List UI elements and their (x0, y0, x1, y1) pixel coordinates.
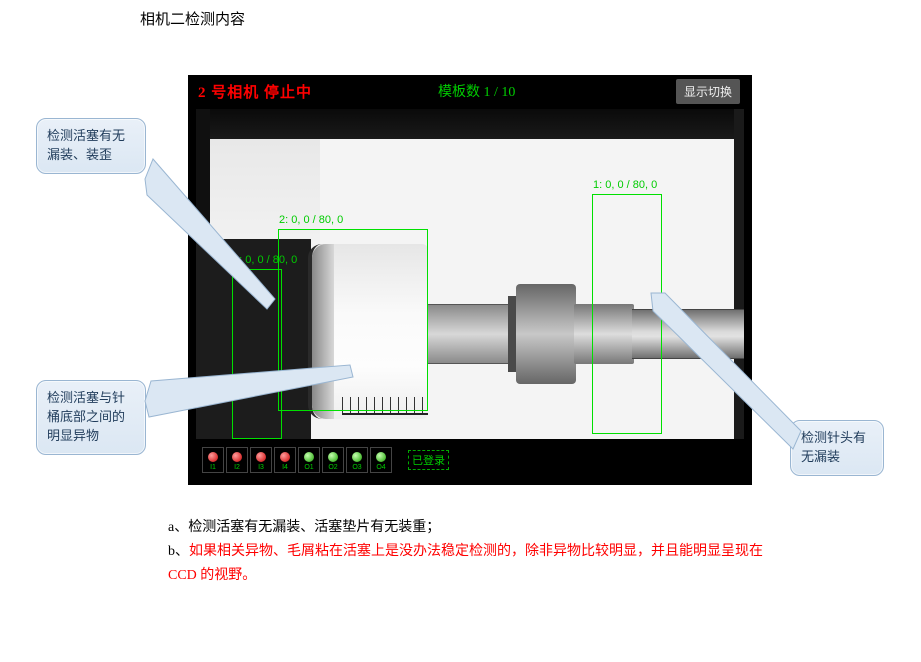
indicator-label: O3 (352, 464, 361, 471)
green-light-icon (328, 452, 338, 462)
red-light-icon (256, 452, 266, 462)
red-light-icon (280, 452, 290, 462)
indicator-I4[interactable]: I4 (274, 447, 296, 473)
green-light-icon (304, 452, 314, 462)
indicator-O4[interactable]: O4 (370, 447, 392, 473)
indicator-row: I1 I2 I3 I4 O1 O2 O3 O4 已登录 (202, 447, 449, 473)
template-count-text: 模板数 1 / 10 (438, 81, 515, 101)
indicator-I1[interactable]: I1 (202, 447, 224, 473)
indicator-I2[interactable]: I2 (226, 447, 248, 473)
callout-text: 检测活塞与针桶底部之间的明显异物 (47, 390, 125, 443)
indicator-O3[interactable]: O3 (346, 447, 368, 473)
indicator-I3[interactable]: I3 (250, 447, 272, 473)
callout-needle-missing: 检测针头有无漏装 (790, 420, 884, 476)
indicator-label: I4 (282, 464, 288, 471)
desc-line-b: b、如果相关异物、毛屑粘在活塞上是没办法稳定检测的，除非异物比较明显，并且能明显… (168, 540, 768, 588)
indicator-label: I1 (210, 464, 216, 471)
page-title: 相机二检测内容 (140, 8, 245, 29)
tube-graphic (428, 304, 518, 364)
camera-status-text: 2 号相机 停止中 (198, 85, 312, 101)
login-status-text: 已登录 (408, 450, 449, 470)
indicator-label: O4 (376, 464, 385, 471)
indicator-label: I2 (234, 464, 240, 471)
callout-foreign-object: 检测活塞与针桶底部之间的明显异物 (36, 380, 146, 455)
indicator-label: I3 (258, 464, 264, 471)
indicator-O2[interactable]: O2 (322, 447, 344, 473)
hub-graphic (516, 284, 576, 384)
green-light-icon (352, 452, 362, 462)
indicator-O1[interactable]: O1 (298, 447, 320, 473)
indicator-label: O2 (328, 464, 337, 471)
green-light-icon (376, 452, 386, 462)
roi-label: 1: 0, 0 / 80, 0 (593, 179, 657, 191)
red-light-icon (232, 452, 242, 462)
callout-piston-missing: 检测活塞有无漏装、装歪 (36, 118, 146, 174)
callout-text: 检测活塞有无漏装、装歪 (47, 128, 125, 162)
desc-line-a: a、检测活塞有无漏装、活塞垫片有无装重； (168, 516, 768, 540)
display-toggle-button[interactable]: 显示切换 (676, 79, 740, 104)
red-light-icon (208, 452, 218, 462)
description-block: a、检测活塞有无漏装、活塞垫片有无装重； b、如果相关异物、毛屑粘在活塞上是没办… (168, 516, 768, 587)
indicator-label: O1 (304, 464, 313, 471)
